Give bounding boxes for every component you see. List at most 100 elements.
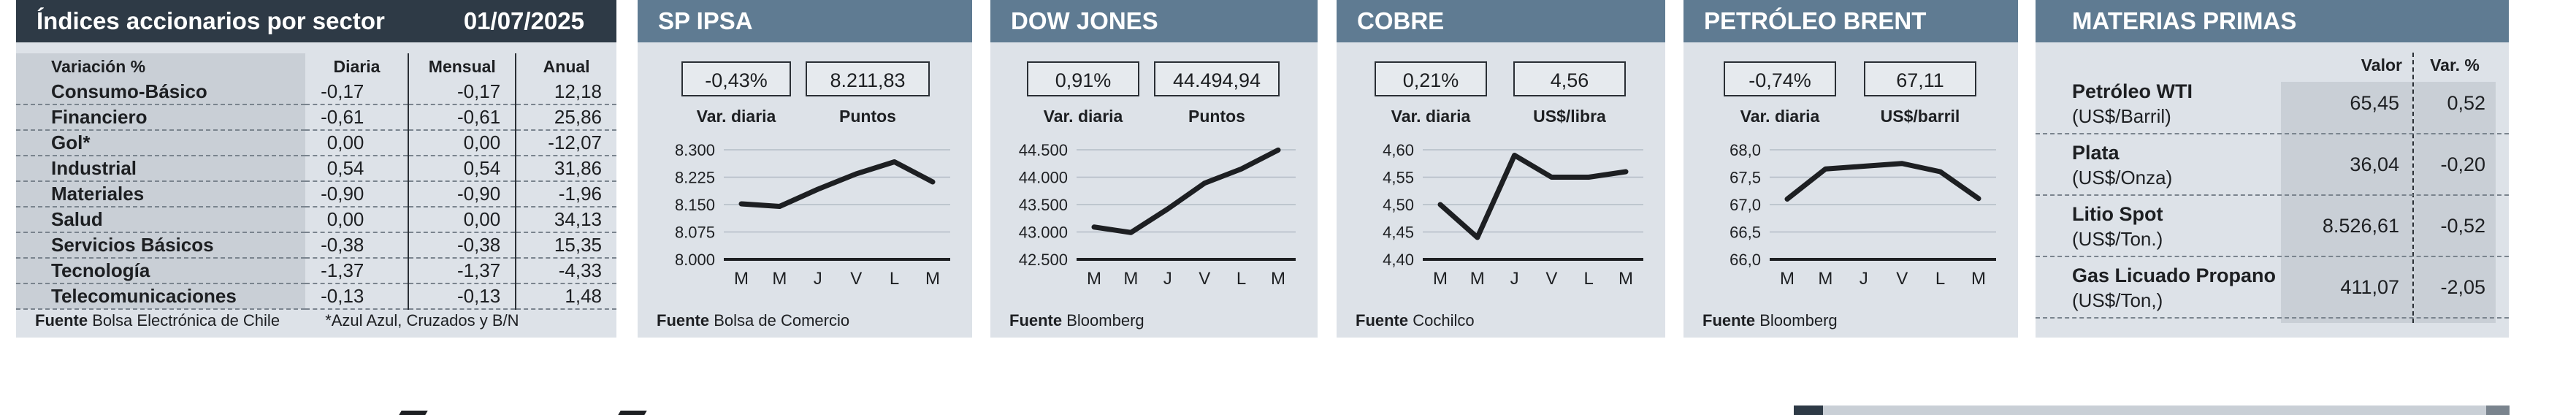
sector-monthly-cell: -0,61 bbox=[408, 104, 517, 131]
sector-name-cell: Industrial bbox=[16, 156, 306, 182]
x-tick-label: V bbox=[850, 269, 862, 289]
data-point bbox=[1128, 230, 1134, 235]
materias-panel: MATERIAS PRIMAS Valor Var. % Petróleo WT… bbox=[2036, 0, 2509, 338]
sector-row: Financiero -0,61 -0,61 25,86 bbox=[16, 104, 616, 131]
materias-change: 0,52 bbox=[2447, 92, 2485, 114]
brent-source-label: Fuente bbox=[1702, 311, 1756, 330]
dow-chart: 44.500 44.000 43.500 43.000 42.500 M M J V L M bbox=[1019, 141, 1296, 289]
sector-source: Fuente Bolsa Electrónica de Chile *Azul … bbox=[35, 311, 519, 330]
cobre-price-label: US$/libra bbox=[1533, 107, 1606, 126]
x-tick-label: M bbox=[1271, 269, 1285, 289]
sector-monthly-cell: -1,37 bbox=[408, 258, 517, 284]
dow-daily-box: 0,91% bbox=[1027, 61, 1139, 96]
x-tick-label: M bbox=[1780, 269, 1795, 289]
cobre-panel: COBRE 0,21% 4,56 Var. diaria US$/libra 4… bbox=[1337, 0, 1665, 338]
materias-name: Gas Licuado Propano bbox=[2072, 264, 2277, 286]
x-tick-label: J bbox=[1510, 269, 1519, 289]
x-tick-label: M bbox=[734, 269, 749, 289]
x-tick-label: M bbox=[1470, 269, 1485, 289]
data-point bbox=[1549, 175, 1554, 180]
x-tick-label: M bbox=[1618, 269, 1633, 289]
dow-points-box: 44.494,94 bbox=[1154, 61, 1280, 96]
y-tick-label: 8.075 bbox=[675, 224, 715, 242]
ipsa-chart: 8.300 8.225 8.150 8.075 8.000 M M J V L M bbox=[675, 141, 950, 289]
sector-col-variation: Variación % bbox=[16, 53, 306, 80]
ipsa-points-label: Puntos bbox=[839, 107, 896, 126]
sector-daily-cell: -0,61 bbox=[305, 104, 409, 131]
materias-row: Plata (US$/Onza) 36,04 -0,20 bbox=[2036, 134, 2509, 196]
brent-price-box: 67,11 bbox=[1864, 61, 1976, 96]
y-tick-label: 66,5 bbox=[1730, 224, 1761, 242]
materias-unit: (US$/Ton,) bbox=[2072, 289, 2163, 311]
sector-daily-cell: -0,17 bbox=[305, 80, 409, 105]
materias-unit: (US$/Barril) bbox=[2072, 105, 2171, 127]
y-tick-label: 8.300 bbox=[675, 141, 715, 159]
sector-name-cell: Salud bbox=[16, 207, 306, 233]
sector-monthly-cell: 0,00 bbox=[408, 130, 517, 156]
y-tick-label: 4,55 bbox=[1383, 169, 1414, 187]
y-tick-label: 44.500 bbox=[1019, 141, 1068, 159]
dow-panel: DOW JONES 0,91% 44.494,94 Var. diaria Pu… bbox=[990, 0, 1318, 338]
materias-name: Plata bbox=[2072, 142, 2120, 164]
sector-table-header: Variación % Diaria Mensual Anual bbox=[16, 53, 616, 80]
materias-name: Litio Spot bbox=[2072, 203, 2163, 225]
materias-change: -0,20 bbox=[2440, 153, 2485, 175]
materias-row: Litio Spot (US$/Ton.) 8.526,61 -0,52 bbox=[2036, 196, 2509, 257]
data-point bbox=[1586, 175, 1591, 180]
brent-panel: PETRÓLEO BRENT -0,74% 67,11 Var. diaria … bbox=[1683, 0, 2018, 338]
sector-annual-cell: 25,86 bbox=[516, 104, 616, 131]
sector-col-annual: Anual bbox=[543, 56, 590, 76]
x-tick-label: M bbox=[1087, 269, 1101, 289]
data-point bbox=[930, 180, 935, 184]
sector-daily-cell: -0,90 bbox=[305, 181, 409, 208]
ipsa-daily-box: -0,43% bbox=[681, 61, 791, 96]
y-tick-label: 68,0 bbox=[1730, 141, 1761, 159]
sector-col-daily: Diaria bbox=[333, 56, 381, 76]
cobre-price-box: 4,56 bbox=[1513, 61, 1626, 96]
cobre-source-label: Fuente bbox=[1356, 311, 1409, 330]
x-tick-label: M bbox=[925, 269, 940, 289]
series-line bbox=[1784, 161, 1981, 202]
cobre-daily-label: Var. diaria bbox=[1391, 107, 1471, 126]
sector-daily-cell: -0,38 bbox=[305, 232, 409, 259]
data-point bbox=[1624, 170, 1628, 174]
sector-row: Servicios Básicos -0,38 -0,38 15,35 bbox=[16, 232, 616, 259]
x-tick-label: V bbox=[1545, 269, 1557, 289]
sector-name-cell: Materiales bbox=[16, 181, 306, 208]
sector-daily-cell: 0,00 bbox=[305, 130, 409, 156]
data-point bbox=[854, 172, 859, 176]
y-tick-label: 8.150 bbox=[675, 196, 715, 214]
brent-price-label: US$/barril bbox=[1880, 107, 1960, 126]
y-tick-label: 4,40 bbox=[1383, 251, 1414, 269]
sector-annual-cell: -12,07 bbox=[516, 130, 616, 156]
sector-annual-cell: 1,48 bbox=[516, 283, 616, 310]
data-point bbox=[1165, 207, 1170, 211]
sector-source-label: Fuente bbox=[35, 311, 88, 330]
sector-name-cell: Consumo-Básico bbox=[16, 80, 306, 105]
x-tick-label: M bbox=[1123, 269, 1138, 289]
sector-name-cell: Tecnología bbox=[16, 258, 306, 284]
y-tick-label: 66,0 bbox=[1730, 251, 1761, 269]
series-line bbox=[738, 159, 936, 209]
sector-name-cell: Telecomunicaciones bbox=[16, 283, 306, 310]
x-tick-label: L bbox=[1237, 269, 1246, 289]
sector-monthly-cell: 0,00 bbox=[408, 207, 517, 233]
materias-value: 411,07 bbox=[2340, 276, 2399, 298]
sector-header: Índices accionarios por sector 01/07/202… bbox=[16, 0, 616, 42]
brent-source-text: Bloomberg bbox=[1759, 311, 1838, 330]
x-tick-label: L bbox=[890, 269, 899, 289]
y-tick-label: 42.500 bbox=[1019, 251, 1068, 269]
data-point bbox=[1239, 167, 1244, 172]
data-point bbox=[892, 159, 897, 164]
data-point bbox=[1276, 148, 1280, 153]
sector-panel: Índices accionarios por sector 01/07/202… bbox=[16, 0, 616, 338]
data-point bbox=[1900, 161, 1905, 166]
x-tick-label: M bbox=[1433, 269, 1448, 289]
series-line bbox=[1091, 147, 1281, 235]
sector-annual-cell: 34,13 bbox=[516, 207, 616, 233]
ipsa-points-box: 8.211,83 bbox=[806, 61, 930, 96]
sector-name-cell: Servicios Básicos bbox=[16, 232, 306, 259]
sector-row: Gol* 0,00 0,00 -12,07 bbox=[16, 130, 616, 156]
y-tick-label: 4,50 bbox=[1383, 196, 1414, 214]
materias-header-change: Var. % bbox=[2430, 56, 2480, 75]
